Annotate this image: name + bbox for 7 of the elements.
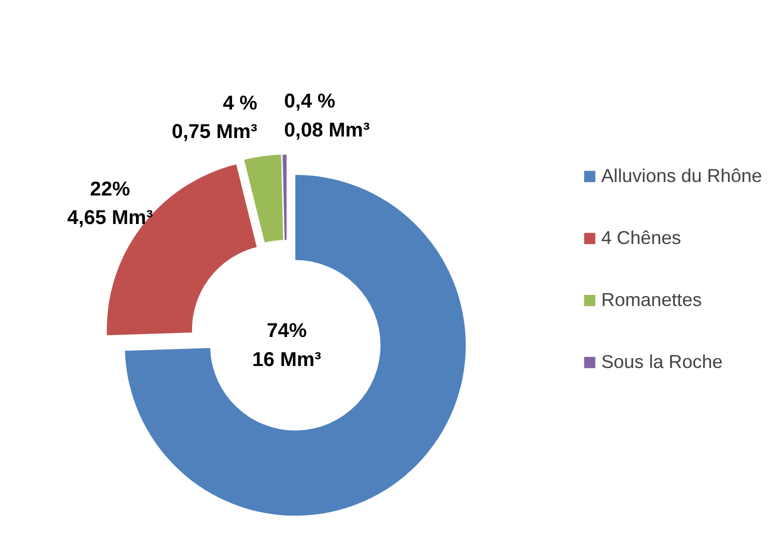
data-label: 0,4 % 0,08 Mm³: [284, 90, 370, 142]
legend-label: Romanettes: [601, 288, 702, 310]
legend-label: Alluvions du Rhône: [601, 164, 762, 186]
data-label: 4 % 0,75 Mm³: [172, 92, 258, 144]
legend-label: 4 Chênes: [601, 226, 682, 248]
data-label: 74% 16 Mm³: [252, 320, 322, 371]
legend-label: Sous la Roche: [601, 350, 723, 372]
